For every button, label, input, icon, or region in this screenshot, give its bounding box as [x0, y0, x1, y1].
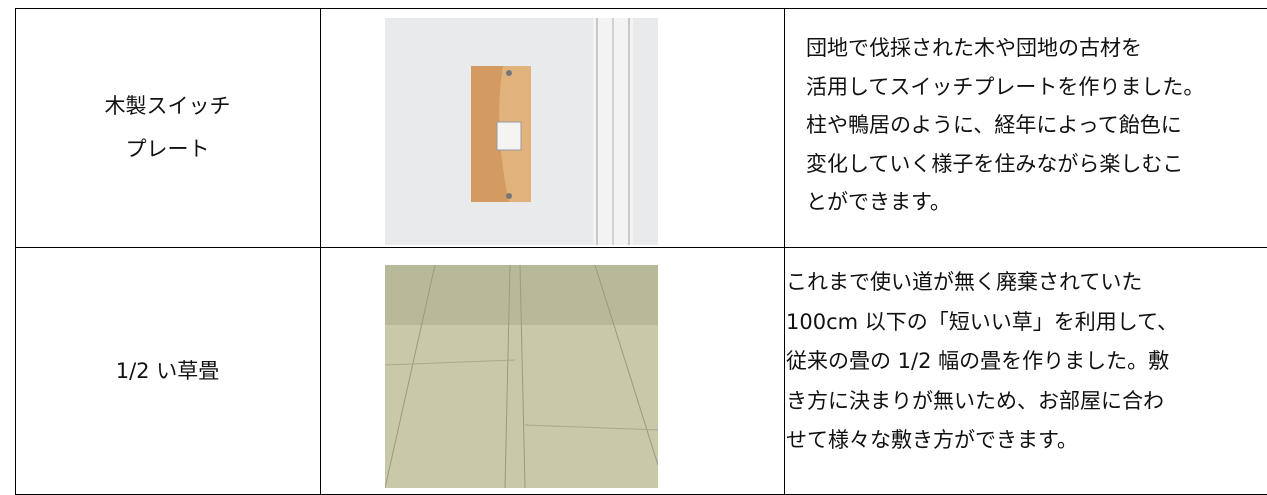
cell-text: 柱や鴨居のように、経年によって飴色に — [806, 113, 1182, 137]
cell-text: プレート — [125, 137, 210, 161]
switch-plate-photo — [385, 18, 658, 245]
cell-text: 団地で伐採された木や団地の古材を — [806, 36, 1142, 60]
border — [15, 8, 1267, 9]
cell-text: せて様々な敷き方ができます。 — [786, 428, 1078, 452]
cell-text: 木製スイッチ — [104, 94, 231, 118]
cell-text: 1/2 い草畳 — [115, 358, 220, 383]
border — [15, 8, 16, 495]
border — [320, 8, 321, 495]
border — [15, 247, 1267, 248]
cell-text: とができます。 — [806, 190, 951, 214]
cell-text: 変化していく様子を住みながら楽しむこ — [806, 151, 1184, 176]
cell-text: き方に決まりが無いため、お部屋に合わ — [786, 388, 1164, 413]
cell-text: これまで使い道が無く廃棄されていた — [786, 270, 1143, 294]
tatami-photo — [385, 265, 658, 488]
border — [784, 8, 785, 495]
cell-text: 100cm 以下の「短いい草」を利用して、 — [786, 309, 1179, 334]
cell-text: 活用してスイッチプレートを作りました。 — [806, 74, 1205, 99]
cell-text: 従来の畳の 1/2 幅の畳を作りました。敷 — [786, 349, 1170, 373]
